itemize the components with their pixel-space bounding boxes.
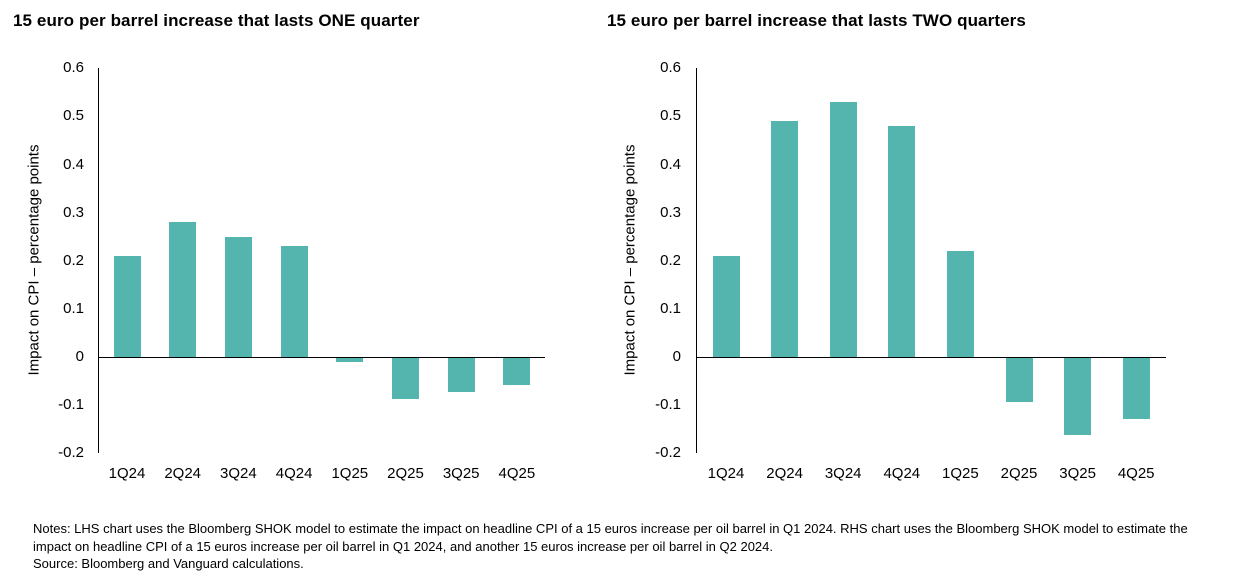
y-tick-label-left: 0.5 <box>63 107 84 125</box>
y-axis-label-right: Impact on CPI – percentage points <box>621 144 639 376</box>
x-tick-label-left-1Q24: 1Q24 <box>108 465 146 482</box>
x-tick-label-right-3Q24: 3Q24 <box>824 465 862 482</box>
x-tick-label-left-4Q25: 4Q25 <box>498 465 536 482</box>
y-tick-label-right: 0.1 <box>660 299 681 317</box>
notes-text: Notes: LHS chart uses the Bloomberg SHOK… <box>33 521 1188 554</box>
x-tick-label-left-2Q25: 2Q25 <box>387 465 424 482</box>
zero-line-left <box>98 357 545 359</box>
bar-right-4Q24 <box>888 126 916 357</box>
x-tick-label-right-1Q24: 1Q24 <box>707 465 745 482</box>
x-tick-label-left-3Q24: 3Q24 <box>220 465 257 482</box>
bar-right-3Q25 <box>1064 358 1092 436</box>
x-tick-label-right-2Q25: 2Q25 <box>1000 465 1038 482</box>
source-text: Source: Bloomberg and Vanguard calculati… <box>33 556 304 571</box>
bar-right-4Q25 <box>1122 358 1150 419</box>
y-tick-label-left: 0.1 <box>63 299 84 317</box>
x-tick-label-right-4Q25: 4Q25 <box>1117 465 1155 482</box>
x-tick-label-right-2Q24: 2Q24 <box>766 465 803 482</box>
y-tick-label-left: 0.6 <box>63 59 84 77</box>
y-tick-label-left: 0 <box>75 348 84 365</box>
bar-left-2Q25 <box>392 358 419 400</box>
x-tick-label-right-3Q25: 3Q25 <box>1059 465 1096 482</box>
y-tick-label-left: 0.4 <box>63 155 84 173</box>
y-tick-label-right: -0.2 <box>655 444 681 462</box>
bar-right-3Q24 <box>829 101 857 357</box>
y-tick-label-left: -0.1 <box>58 396 84 414</box>
y-tick-label-right: 0.3 <box>660 203 681 221</box>
bar-left-1Q25 <box>336 358 364 363</box>
y-axis-line-left <box>98 68 100 453</box>
x-tick-label-right-4Q24: 4Q24 <box>883 465 921 482</box>
bar-right-2Q24 <box>771 121 799 357</box>
y-tick-label-right: 0 <box>672 348 681 365</box>
y-axis-line-right <box>696 68 698 453</box>
bar-left-3Q25 <box>447 358 475 393</box>
bar-left-1Q24 <box>113 255 141 357</box>
y-tick-label-right: 0.5 <box>660 107 681 125</box>
y-tick-label-left: -0.2 <box>58 444 84 462</box>
x-tick-label-right-1Q25: 1Q25 <box>942 465 979 482</box>
y-tick-label-left: 0.2 <box>63 251 84 269</box>
chart-title-right: 15 euro per barrel increase that lasts T… <box>607 11 1026 30</box>
bar-right-2Q25 <box>1005 358 1033 402</box>
bar-left-4Q25 <box>503 358 531 385</box>
bar-right-1Q25 <box>946 251 974 357</box>
x-tick-label-left-3Q25: 3Q25 <box>442 465 480 482</box>
x-tick-label-left-2Q24: 2Q24 <box>164 465 202 482</box>
y-tick-label-right: 0.2 <box>660 251 681 269</box>
zero-line-right <box>696 357 1166 359</box>
y-tick-label-right: 0.6 <box>660 59 681 77</box>
bar-left-2Q24 <box>169 222 197 357</box>
y-tick-label-left: 0.3 <box>63 203 84 221</box>
x-tick-label-left-1Q25: 1Q25 <box>331 465 369 482</box>
bar-right-1Q24 <box>712 255 740 357</box>
x-tick-label-left-4Q24: 4Q24 <box>275 465 313 482</box>
bar-left-3Q24 <box>224 236 252 357</box>
y-tick-label-right: -0.1 <box>655 396 681 414</box>
y-tick-label-right: 0.4 <box>660 155 681 173</box>
chart-title-left: 15 euro per barrel increase that lasts O… <box>13 11 420 30</box>
bar-left-4Q24 <box>280 246 308 357</box>
